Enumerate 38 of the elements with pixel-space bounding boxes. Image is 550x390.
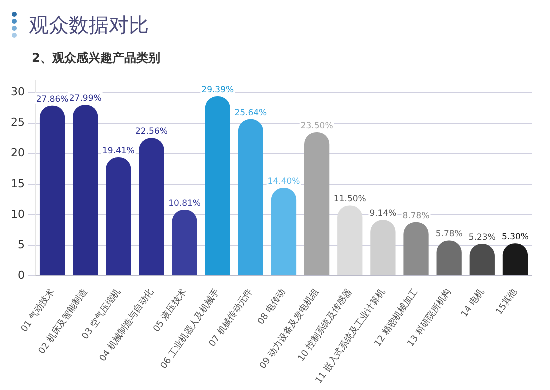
- chart-subtitle: 2、观众感兴趣产品类别: [32, 50, 162, 67]
- y-tick-label: 20: [10, 146, 25, 160]
- y-tick-label: 15: [10, 177, 25, 190]
- data-label: 27.86%: [36, 94, 69, 105]
- x-tick-label: 15其他: [494, 286, 520, 318]
- x-tick-label: 08 电传动: [256, 286, 288, 327]
- bar: [238, 119, 264, 276]
- chart-title: 观众数据对比: [29, 12, 149, 38]
- y-tick-label: 30: [10, 86, 25, 99]
- data-label: 27.99%: [69, 94, 102, 104]
- data-label: 10.81%: [168, 198, 202, 209]
- data-label: 25.64%: [234, 108, 268, 118]
- bar: [404, 222, 429, 276]
- bar: [304, 132, 330, 276]
- data-label: 8.78%: [402, 211, 430, 222]
- bar: [205, 96, 230, 276]
- bar: [139, 138, 164, 276]
- data-label: 9.14%: [370, 209, 397, 220]
- data-label: 19.41%: [102, 146, 135, 156]
- bar: [73, 105, 98, 276]
- y-tick-label: 25: [10, 116, 25, 130]
- y-tick-label: 5: [18, 238, 25, 252]
- data-label: 11.50%: [334, 194, 366, 205]
- data-label: 22.56%: [136, 127, 168, 138]
- bar: [271, 188, 297, 276]
- bar: [370, 220, 396, 276]
- bar: [172, 210, 198, 276]
- data-label: 5.78%: [436, 230, 463, 240]
- x-tick-label: 14 电机: [459, 286, 487, 320]
- data-label: 5.30%: [502, 232, 529, 243]
- y-tick-label: 10: [10, 208, 25, 221]
- data-label: 29.39%: [202, 85, 234, 96]
- bar: [40, 106, 66, 276]
- data-label: 23.50%: [300, 121, 334, 132]
- data-label: 14.40%: [268, 177, 300, 188]
- y-tick-label: 0: [18, 268, 25, 282]
- data-label: 5.23%: [468, 233, 496, 244]
- bar: [106, 157, 132, 276]
